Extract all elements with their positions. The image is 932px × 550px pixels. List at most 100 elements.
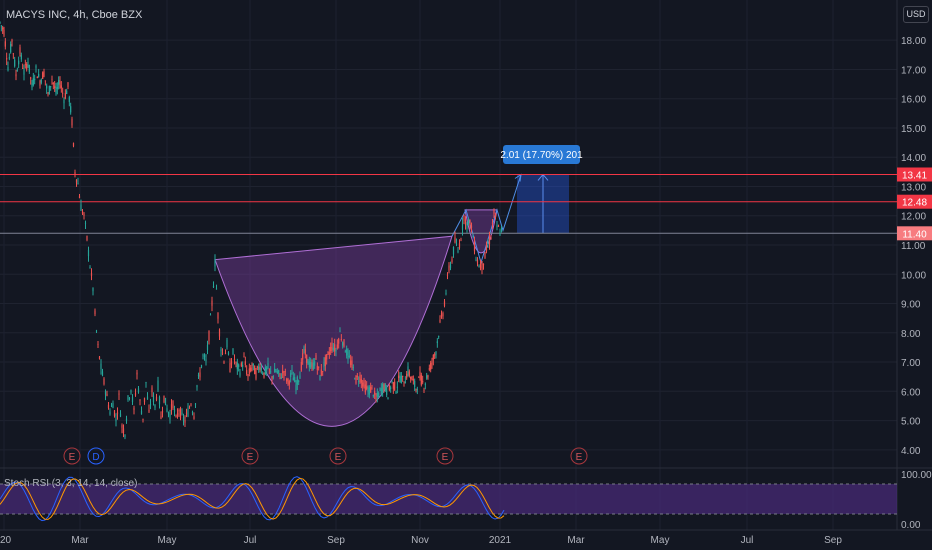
candle-body (275, 370, 277, 372)
candle-body (482, 263, 485, 266)
x-tick-label: Nov (411, 535, 429, 546)
candle-body (378, 392, 380, 398)
candle-body (476, 259, 479, 264)
candle-body (286, 379, 288, 382)
candle-body (271, 376, 273, 380)
candle-body (396, 386, 398, 388)
candle-body (77, 183, 79, 185)
candle-body (131, 396, 134, 403)
candle-body (443, 301, 446, 306)
candle-body (451, 259, 453, 263)
candle-body (411, 377, 413, 381)
candle-body (130, 390, 132, 393)
candle-body (161, 411, 164, 413)
candle-body (371, 385, 373, 387)
candle-body (320, 369, 322, 376)
candle-body (367, 389, 369, 392)
candle-body (149, 404, 152, 406)
candle-body (299, 375, 301, 379)
candle-body (304, 349, 306, 355)
candle-body (374, 391, 376, 395)
candle-body (478, 265, 480, 268)
earnings-marker (87, 447, 105, 465)
candle-body (370, 386, 372, 393)
candle-body (246, 370, 248, 375)
candle-body (184, 419, 186, 423)
candle-body (494, 215, 497, 217)
candle-body (496, 224, 498, 228)
y-tick-label: 6.00 (901, 387, 921, 398)
candle-body (452, 246, 455, 255)
candle-body (66, 90, 68, 94)
candle-body (74, 172, 76, 175)
candle-body (332, 347, 334, 351)
candle-body (52, 82, 54, 84)
candle-body (46, 85, 48, 89)
y-tick-label: 15.00 (901, 124, 926, 135)
candle-body (6, 58, 8, 60)
candle-body (167, 412, 170, 415)
candle-body (232, 348, 234, 354)
y-tick-label: 8.00 (901, 329, 921, 340)
candle-body (457, 250, 459, 253)
candle-body (436, 341, 438, 344)
candle-body (356, 375, 358, 377)
candle-body (115, 418, 117, 422)
candle-body (308, 361, 310, 368)
candle-body (104, 391, 107, 395)
candle-body (7, 67, 9, 71)
candle-body (89, 267, 91, 268)
candle-body (51, 78, 53, 80)
candle-body (307, 359, 309, 365)
candle-body (488, 237, 491, 245)
indicator-label: Stoch RSI (3, 3, 14, 14, close) (4, 478, 138, 489)
candle-body (78, 196, 81, 199)
candle-body (279, 373, 281, 376)
candle-body (62, 92, 64, 94)
candle-body (221, 352, 224, 354)
candle-body (362, 382, 364, 387)
y-tick-label: 5.00 (901, 417, 921, 428)
candle-body (172, 400, 174, 408)
measure-label: 2.01 (17.70%) 201 (500, 150, 583, 161)
candle-body (160, 416, 162, 419)
candle-body (191, 412, 194, 414)
candle-body (169, 414, 171, 420)
candle-body (40, 79, 42, 83)
candle-body (262, 373, 264, 375)
candle-body (298, 380, 300, 383)
candle-body (81, 210, 84, 214)
y-tick-label: 11.00 (901, 241, 926, 252)
candle-body (133, 407, 135, 411)
earnings-marker-label: E (247, 452, 254, 463)
rsi-d-line (0, 477, 505, 520)
candle-body (467, 218, 470, 222)
candle-body (295, 384, 297, 391)
candle-body (388, 385, 390, 391)
candle-body (119, 413, 122, 417)
candle-body (442, 313, 444, 317)
candle-body (466, 222, 468, 230)
candle-body (97, 344, 99, 345)
candle-body (363, 380, 365, 385)
candle-body (348, 355, 350, 358)
candle-body (4, 41, 6, 47)
candle-body (146, 396, 149, 400)
candle-body (251, 365, 253, 366)
candle-body (90, 272, 93, 276)
candle-body (252, 363, 254, 366)
candle-body (439, 319, 441, 322)
candle-body (112, 403, 114, 409)
candle-body (72, 142, 75, 147)
x-tick-label: Jul (741, 535, 754, 546)
candle-body (127, 395, 129, 400)
candle-body (35, 65, 37, 68)
candle-body (227, 352, 230, 355)
candle-body (387, 397, 389, 400)
candle-body (310, 362, 312, 368)
candle-body (395, 391, 397, 393)
currency-button[interactable]: USD (903, 6, 929, 23)
candle-body (58, 80, 60, 85)
